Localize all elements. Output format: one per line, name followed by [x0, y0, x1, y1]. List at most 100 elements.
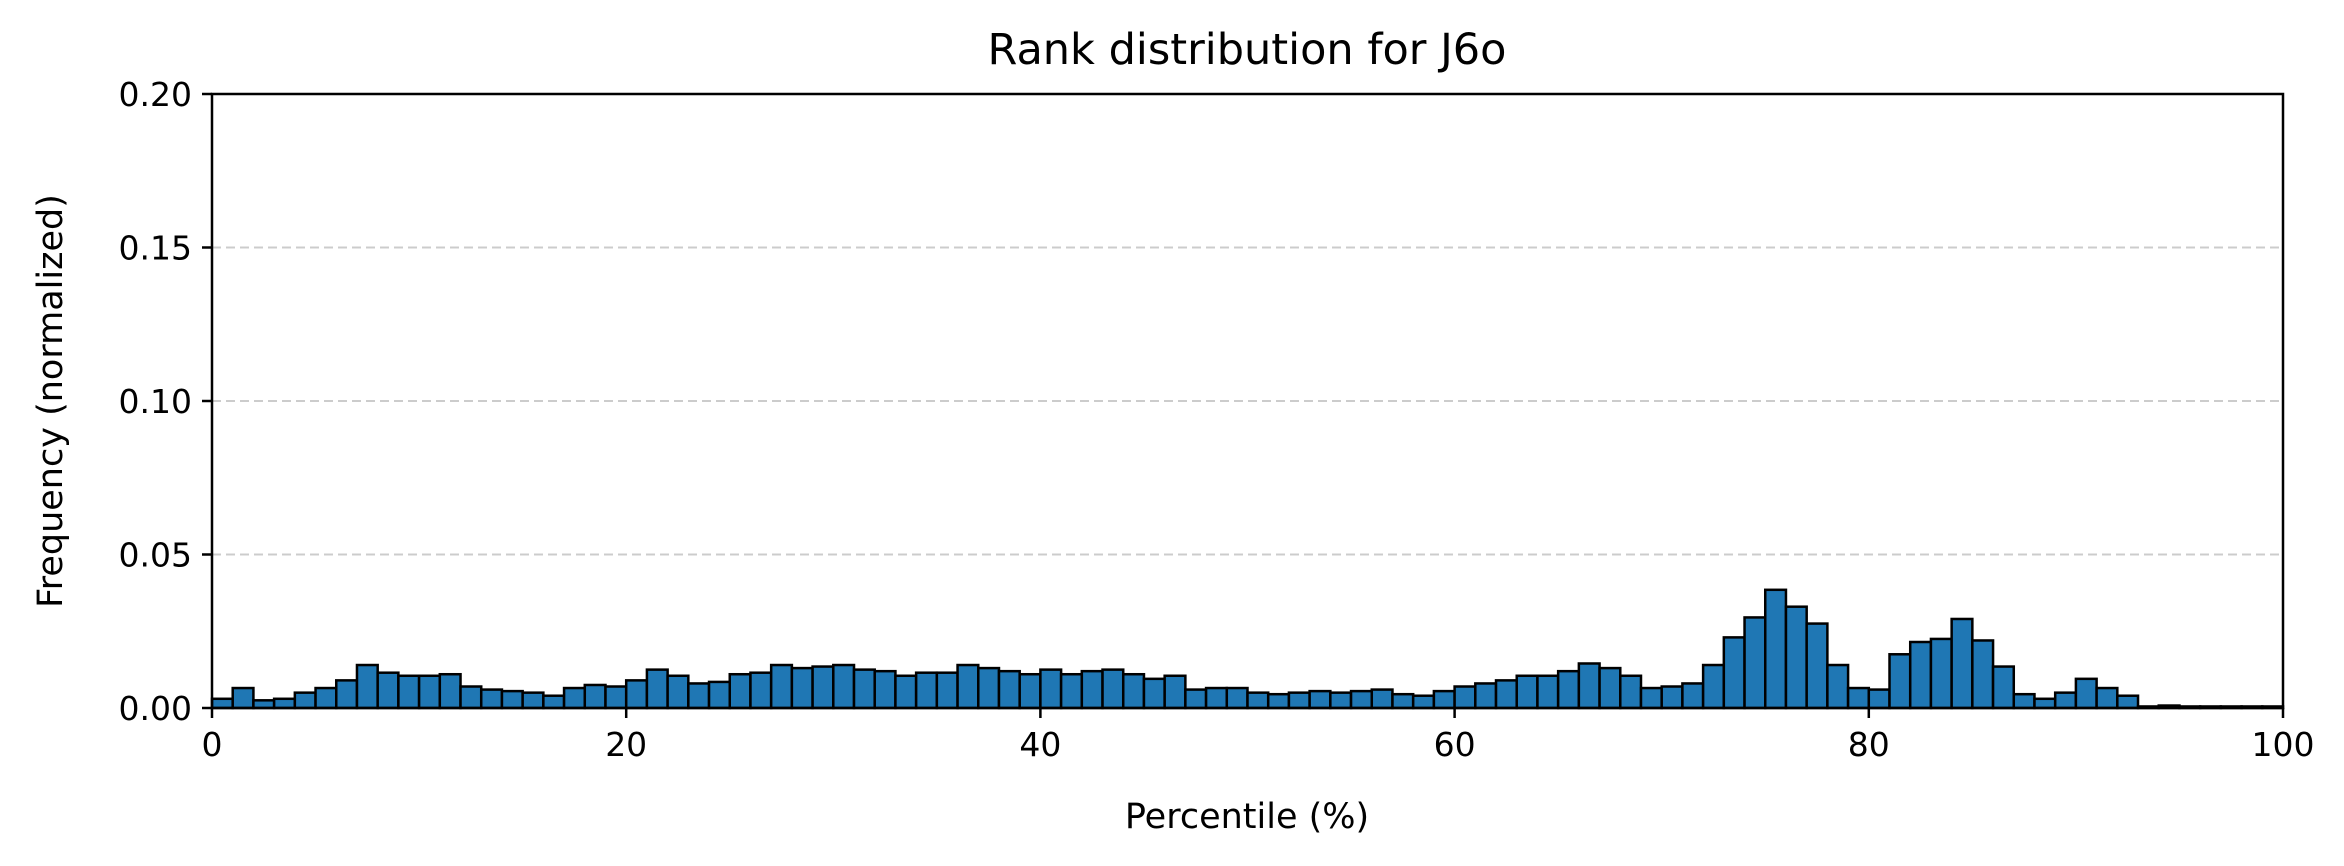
- histogram-bar: [542, 694, 566, 710]
- histogram-bar: [1163, 674, 1187, 710]
- histogram-bar: [1204, 686, 1229, 710]
- histogram-bar: [1266, 692, 1291, 710]
- histogram-bar: [521, 691, 545, 710]
- histogram-bar: [728, 672, 752, 710]
- histogram-bar: [397, 674, 421, 710]
- histogram-bar: [894, 674, 918, 710]
- histogram-bar: [1474, 682, 1498, 710]
- histogram-bar: [2074, 677, 2098, 710]
- histogram-bar: [1826, 663, 1850, 710]
- histogram-bar: [1598, 666, 1622, 710]
- histogram-bar: [2012, 692, 2036, 710]
- histogram-bar: [1681, 682, 1705, 710]
- histogram-bar: [2033, 697, 2057, 710]
- histogram-bar: [1867, 688, 1891, 710]
- histogram-bar: [769, 663, 794, 710]
- histogram-bar: [417, 674, 442, 710]
- histogram-bar: [1784, 605, 1808, 710]
- histogram-bar: [1349, 689, 1374, 710]
- histogram-bar: [1515, 674, 1539, 710]
- histogram-bar: [707, 680, 731, 710]
- histogram-bar: [811, 665, 835, 710]
- y-tick-label: 0.10: [119, 382, 192, 421]
- histogram-bar: [2116, 694, 2140, 710]
- histogram-bar: [2053, 691, 2078, 710]
- y-tick-label: 0.15: [119, 229, 192, 268]
- histogram-bar: [1121, 672, 1146, 710]
- histogram-bar: [1971, 639, 1995, 710]
- histogram-bar: [210, 697, 234, 710]
- histogram-bar: [1453, 685, 1477, 710]
- histogram-bar: [666, 674, 690, 710]
- y-tick-label: 0.05: [119, 536, 192, 575]
- histogram-bar: [438, 672, 462, 710]
- histogram-bar: [1287, 691, 1311, 710]
- histogram-bar: [1660, 685, 1684, 710]
- histogram-bar: [1950, 617, 1974, 710]
- histogram-bar: [832, 663, 856, 710]
- histogram-bar: [459, 685, 483, 710]
- histogram-bar: [1411, 694, 1436, 710]
- histogram-bar: [1308, 689, 1332, 710]
- x-tick-label: 100: [2252, 725, 2315, 764]
- histogram-bar: [1039, 668, 1063, 710]
- histogram-bar: [376, 671, 400, 710]
- histogram-bar: [583, 683, 607, 710]
- histogram-bar: [935, 671, 959, 710]
- y-tick-label: 0.00: [119, 689, 192, 728]
- histogram-bar: [1246, 691, 1270, 710]
- histogram-bar: [1080, 669, 1104, 710]
- histogram-bar: [293, 691, 317, 710]
- histogram-bar: [604, 685, 628, 710]
- x-axis-ticks: 0 20 40 60 80 100: [202, 708, 2315, 764]
- histogram-bar: [624, 679, 649, 710]
- histogram-bar: [1805, 622, 1829, 710]
- histogram-bar: [479, 688, 504, 710]
- histogram-bar: [1494, 679, 1518, 710]
- histogram-bar: [1184, 688, 1208, 710]
- histogram-bar: [1619, 674, 1643, 710]
- histogram-bar: [355, 663, 379, 710]
- histogram-bar: [1639, 686, 1663, 710]
- histogram-bar: [997, 669, 1021, 710]
- chart-title: Rank distribution for J6o: [988, 25, 1507, 75]
- histogram-bar: [1991, 665, 2016, 710]
- histogram-bar: [1225, 686, 1249, 710]
- histogram-bar: [1764, 588, 1788, 710]
- histogram-bar: [1018, 672, 1042, 710]
- histogram-bar: [852, 668, 876, 710]
- histogram-bar: [914, 671, 939, 710]
- histogram-bar: [1391, 692, 1415, 710]
- histogram-bar: [977, 666, 1001, 710]
- x-axis-label: Percentile (%): [1125, 797, 1369, 837]
- x-tick-label: 60: [1434, 725, 1476, 764]
- histogram-bar: [1101, 668, 1125, 710]
- histogram-bar: [1142, 677, 1166, 710]
- histogram-bar: [1701, 663, 1726, 710]
- x-tick-label: 0: [202, 725, 223, 764]
- y-axis-label: Frequency (normalized): [31, 194, 71, 608]
- histogram-bar: [873, 669, 897, 710]
- histogram-bar: [1846, 686, 1871, 710]
- histogram-bar: [272, 697, 297, 710]
- histogram-bar: [335, 679, 359, 710]
- histogram-bar: [231, 686, 255, 710]
- histogram-bar: [1743, 616, 1767, 710]
- histogram-bar: [314, 686, 338, 710]
- histogram-bar: [645, 668, 669, 710]
- histogram-bar: [1929, 637, 1953, 710]
- histogram-bar: [1888, 653, 1912, 710]
- histogram-bar: [562, 686, 587, 710]
- histogram-bar: [1432, 689, 1456, 710]
- histogram-bar: [500, 689, 524, 710]
- y-tick-label: 0.20: [119, 75, 192, 114]
- x-tick-label: 80: [1848, 725, 1890, 764]
- histogram-bar: [1059, 672, 1084, 710]
- histogram-bar: [1536, 674, 1560, 710]
- y-axis-ticks: 0.00 0.05 0.10 0.15 0.20: [119, 75, 212, 728]
- histogram-bar: [1370, 688, 1394, 710]
- histogram-bar: [1908, 640, 1933, 710]
- x-tick-label: 20: [605, 725, 647, 764]
- histogram-bar: [956, 663, 980, 710]
